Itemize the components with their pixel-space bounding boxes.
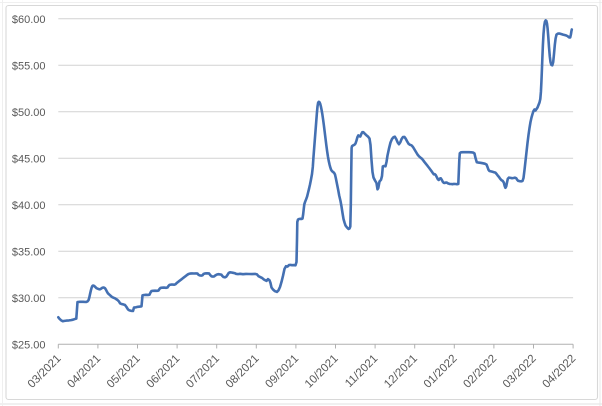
svg-text:$35.00: $35.00 xyxy=(12,246,46,258)
svg-text:$60.00: $60.00 xyxy=(12,14,46,26)
svg-text:$25.00: $25.00 xyxy=(12,339,46,351)
svg-text:$55.00: $55.00 xyxy=(12,60,46,72)
svg-text:$40.00: $40.00 xyxy=(12,200,46,212)
svg-text:$50.00: $50.00 xyxy=(12,107,46,119)
svg-text:$30.00: $30.00 xyxy=(12,293,46,305)
svg-text:$45.00: $45.00 xyxy=(12,153,46,165)
